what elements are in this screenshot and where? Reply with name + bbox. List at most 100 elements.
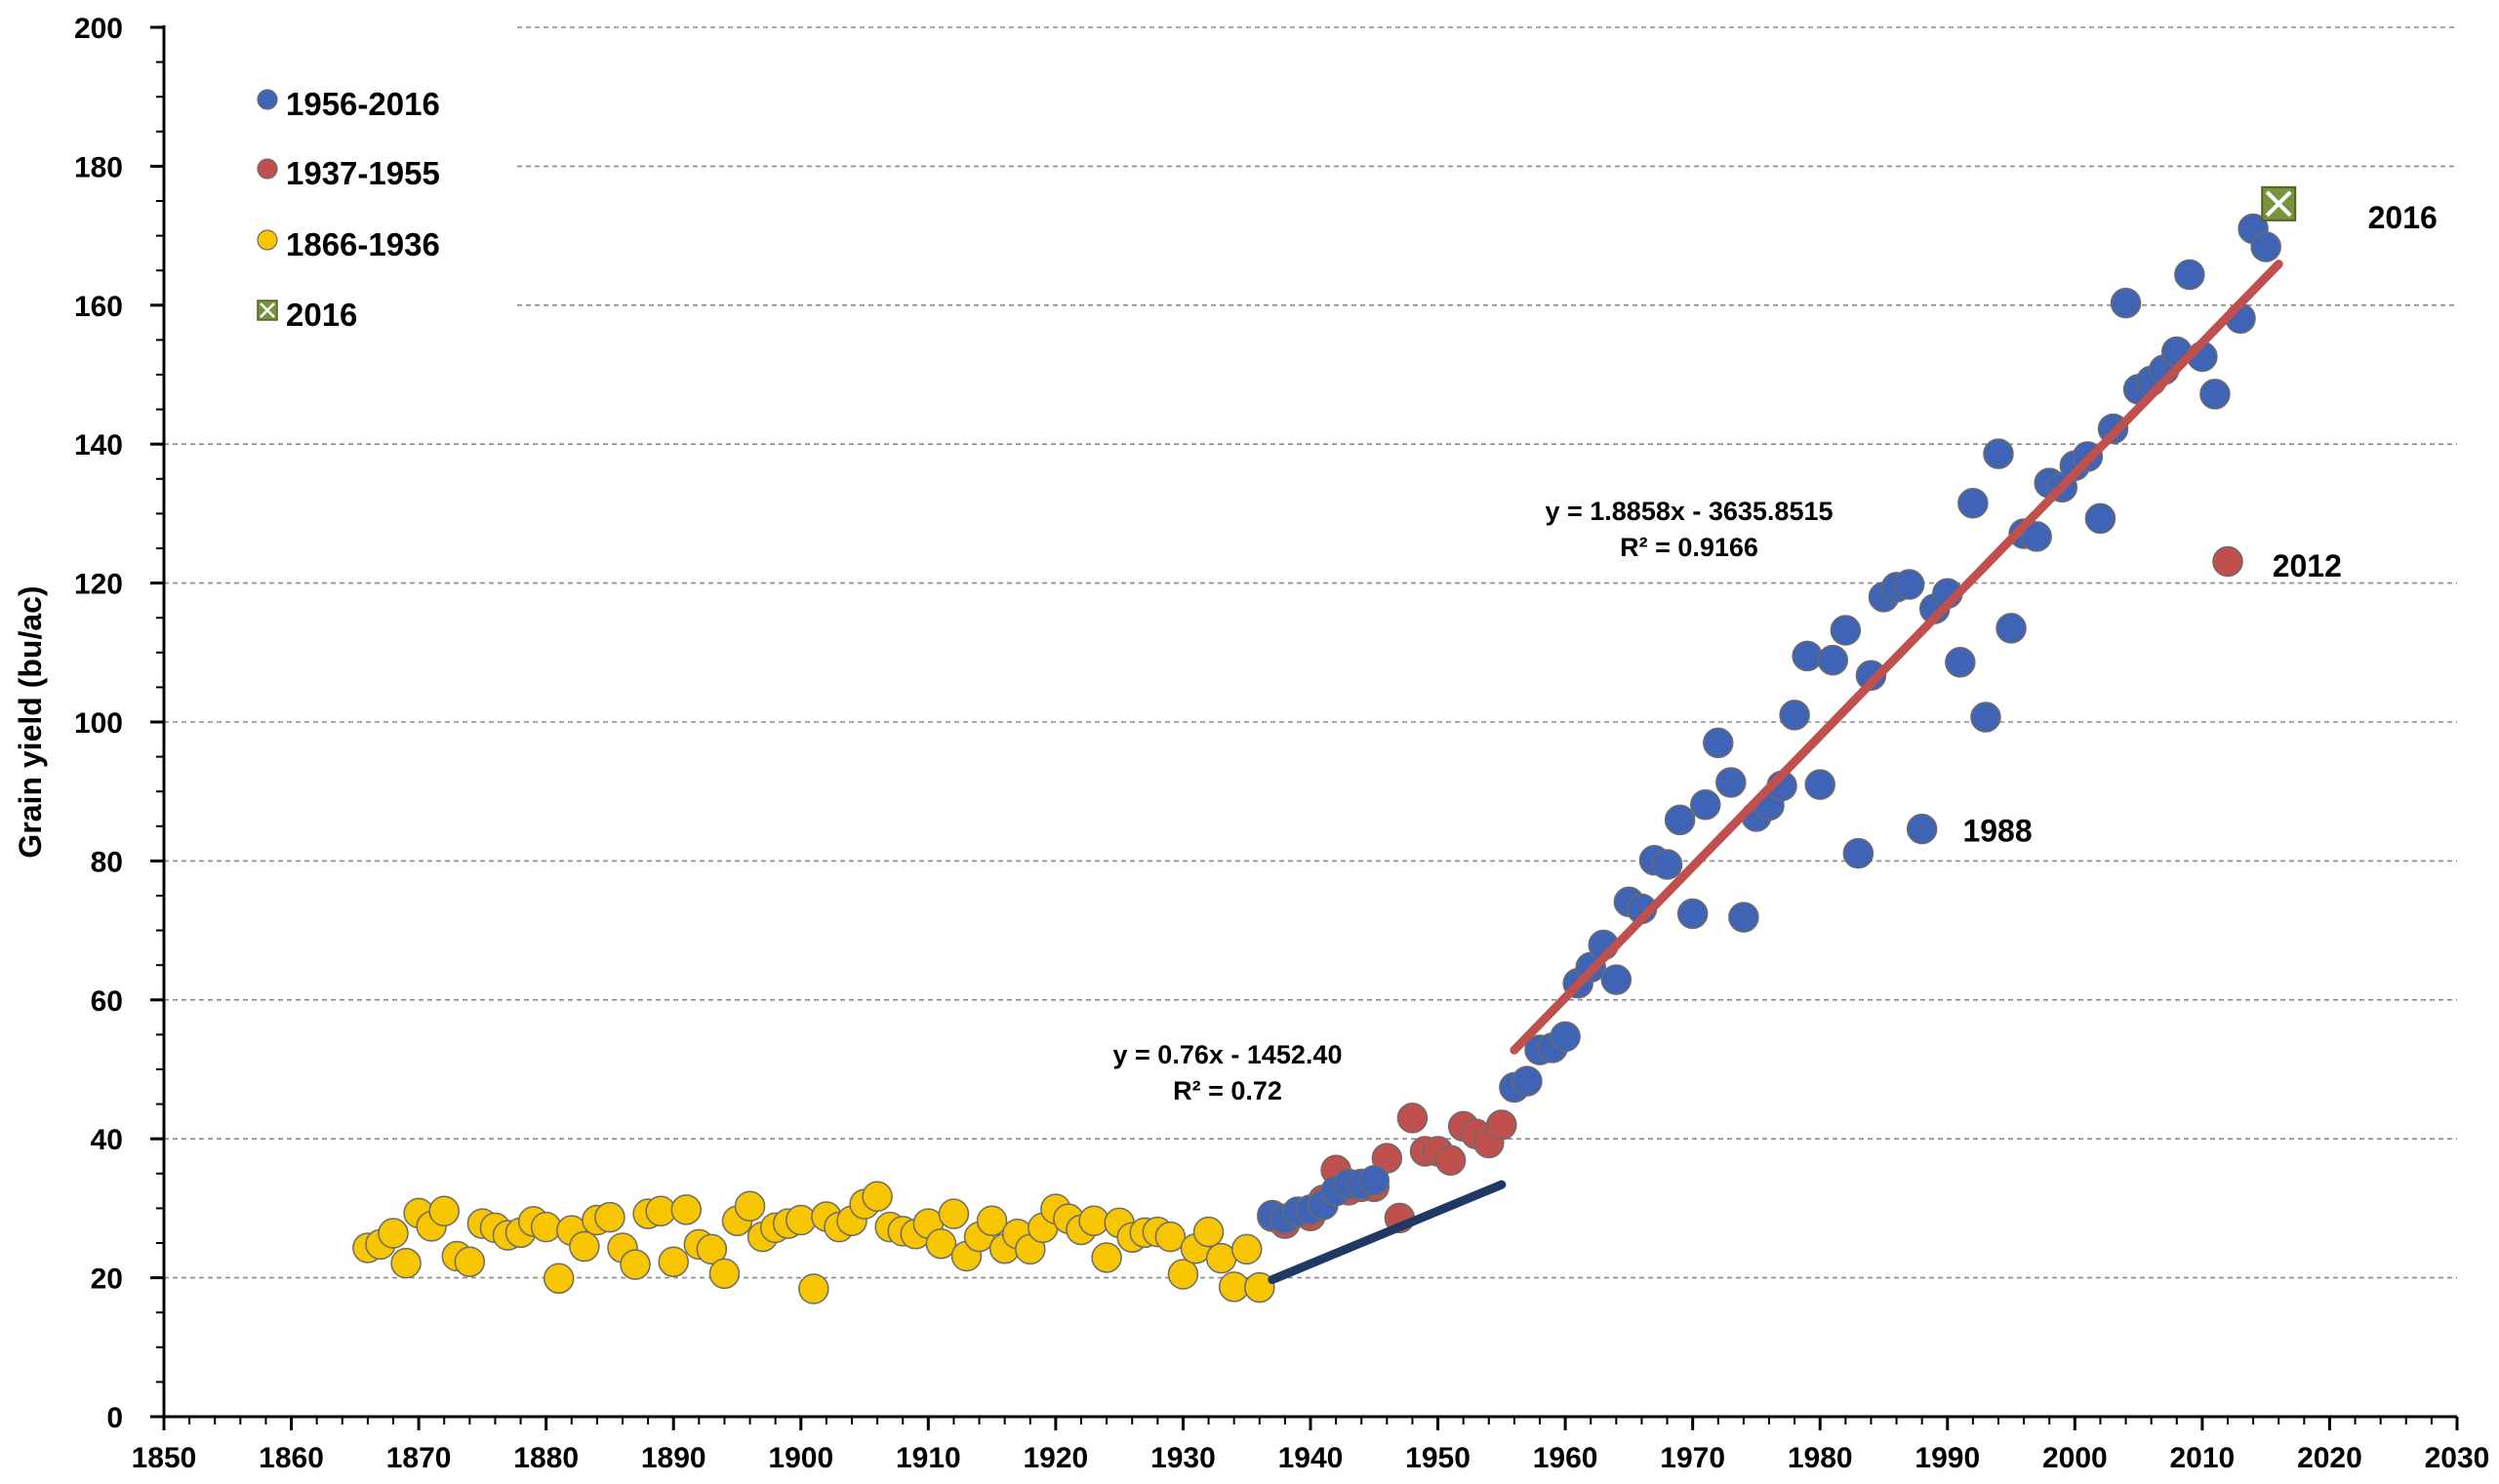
- data-point: [1689, 788, 1721, 821]
- data-point: [658, 1246, 689, 1277]
- annotations: Grain yield (bu/ac) y = 0.76x - 1452.40 R…: [13, 200, 2438, 1105]
- data-point: [798, 1273, 829, 1304]
- data-point: [2250, 231, 2281, 262]
- data-point: [620, 1249, 651, 1280]
- y-tick-label: 60: [91, 985, 123, 1018]
- legend-label: 1956-2016: [286, 86, 440, 122]
- legend-label: 1937-1955: [286, 155, 440, 191]
- data-point: [862, 1181, 893, 1213]
- y-tick-label: 120: [74, 569, 123, 601]
- data-point: [1945, 647, 1976, 678]
- point-annotation: 1988: [1962, 813, 2032, 848]
- data-point: [1230, 1233, 1263, 1265]
- data-point: [1078, 1205, 1109, 1236]
- x-tick-label: 2000: [2042, 1442, 2108, 1474]
- y-tick-label: 100: [74, 707, 123, 740]
- data-point: [1651, 849, 1683, 880]
- data-point: [2199, 379, 2231, 410]
- legend-item: 1866-1936: [257, 226, 440, 262]
- x-tick-label: 1910: [896, 1442, 961, 1474]
- data-point: [938, 1198, 970, 1229]
- data-point: [1983, 438, 2014, 469]
- x-tick-label: 1850: [132, 1442, 197, 1474]
- data-point: [1600, 964, 1632, 995]
- legend-item: 1956-2016: [257, 86, 440, 122]
- data-point: [2084, 502, 2116, 535]
- data-point: [1091, 1242, 1122, 1273]
- data-point: [428, 1195, 460, 1226]
- data-point: [1167, 1259, 1199, 1290]
- x-tick-label: 1870: [386, 1442, 452, 1474]
- y-tick-label: 20: [91, 1263, 123, 1296]
- trendlines: [1268, 260, 2283, 1285]
- x-tick-label: 1950: [1405, 1442, 1471, 1474]
- data-point: [1550, 1021, 1581, 1053]
- data-point: [2174, 259, 2205, 291]
- data-point: [734, 1190, 766, 1223]
- data-point: [1676, 898, 1709, 930]
- data-point: [594, 1201, 625, 1233]
- trendline-r-squared: R² = 0.9166: [1620, 533, 1758, 562]
- x-tick-label: 1860: [259, 1442, 324, 1474]
- y-tick-label: 0: [106, 1402, 123, 1434]
- data-point: [2021, 521, 2052, 552]
- data-points: [352, 185, 2297, 1304]
- data-point: [1664, 804, 1696, 836]
- data-point: [925, 1227, 957, 1260]
- data-point: [2212, 545, 2243, 578]
- data-point: [569, 1230, 600, 1263]
- y-tick-label: 80: [91, 846, 123, 878]
- x-tick-label: 1940: [1278, 1442, 1344, 1474]
- data-point-cross: [2265, 190, 2292, 218]
- x-tick-label: 2030: [2425, 1442, 2490, 1474]
- legend-label: 2016: [286, 297, 357, 333]
- data-point: [1396, 1103, 1429, 1134]
- y-axis-title: Grain yield (bu/ac): [13, 585, 48, 858]
- legend: 1956-2016 1937-1955 1866-1936 2016: [257, 86, 440, 333]
- data-point: [708, 1258, 741, 1290]
- y-tick-label: 140: [74, 429, 123, 461]
- trendline-equation: y = 0.76x - 1452.40: [1113, 1040, 1343, 1069]
- data-point: [1244, 1271, 1275, 1304]
- x-tick-label: 2010: [2170, 1442, 2236, 1474]
- data-point: [1358, 1165, 1391, 1196]
- trendline-r-squared: R² = 0.72: [1173, 1076, 1282, 1105]
- legend-marker: [257, 89, 278, 110]
- data-point-2016: [2261, 185, 2297, 221]
- x-tick-label: 1880: [513, 1442, 579, 1474]
- data-point: [1817, 644, 1849, 676]
- x-tick-label: 1890: [641, 1442, 706, 1474]
- data-point: [1779, 700, 1810, 731]
- x-tick-label: 1920: [1024, 1442, 1089, 1474]
- data-point: [696, 1233, 728, 1265]
- data-point: [1703, 727, 1734, 759]
- y-tick-label: 160: [74, 291, 123, 323]
- data-point: [1906, 813, 1938, 845]
- trendline: [1268, 1180, 1507, 1285]
- legend-marker: [257, 158, 278, 180]
- legend-marker-cross: [260, 302, 275, 318]
- data-point: [1855, 660, 1887, 692]
- data-point: [454, 1246, 486, 1277]
- data-point: [1842, 837, 1874, 869]
- axes: 0 20 40 60 80 100 120 140 160 180 200 1850 1860 1870 1…: [74, 13, 2489, 1474]
- data-point: [670, 1194, 703, 1225]
- data-point: [530, 1211, 562, 1243]
- x-tick-label: 1930: [1150, 1442, 1216, 1474]
- point-annotation: 2012: [2273, 548, 2342, 583]
- data-point: [1486, 1109, 1517, 1141]
- data-point: [1792, 640, 1823, 672]
- trendline-equation: y = 1.8858x - 3635.8515: [1545, 497, 1833, 526]
- data-point: [1154, 1221, 1187, 1253]
- legend-label: 1866-1936: [286, 226, 440, 262]
- y-tick-label: 40: [91, 1124, 123, 1156]
- data-point: [1715, 767, 1747, 798]
- legend-item: 1937-1955: [257, 155, 440, 191]
- x-tick-label: 1960: [1533, 1442, 1598, 1474]
- data-point: [1970, 702, 2001, 733]
- x-tick-label: 1900: [768, 1442, 833, 1474]
- trendline: [1510, 260, 2283, 1055]
- legend-item: 2016: [257, 297, 357, 333]
- x-tick-label: 1980: [1788, 1442, 1853, 1474]
